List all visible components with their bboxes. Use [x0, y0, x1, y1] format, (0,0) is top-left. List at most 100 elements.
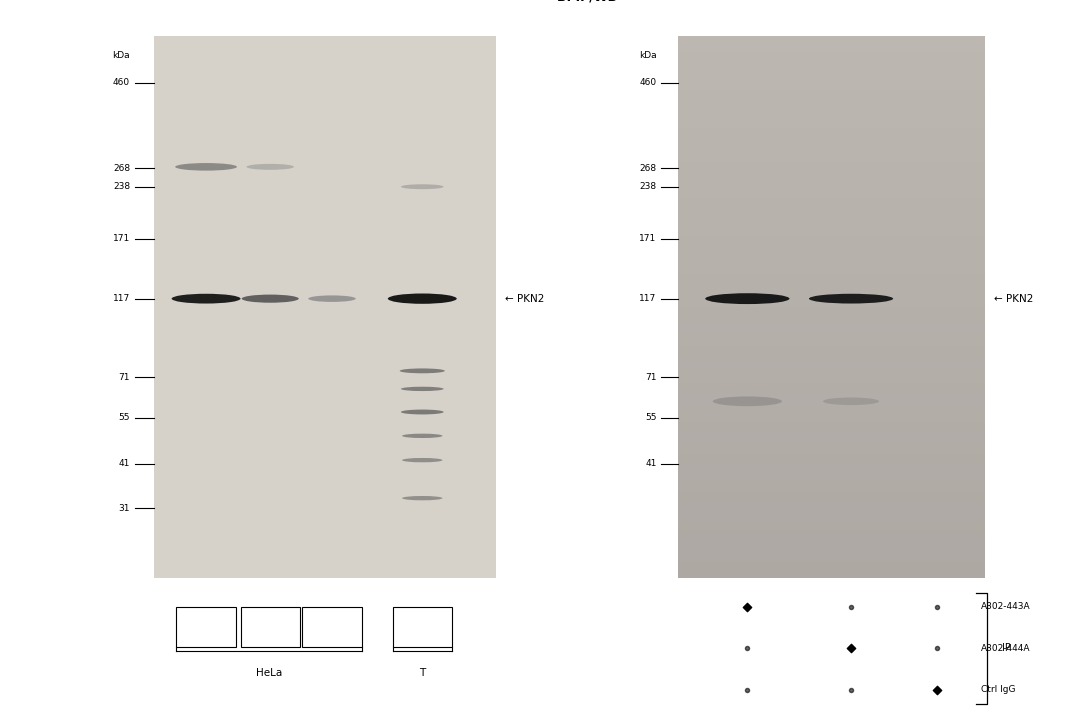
Text: A302-444A: A302-444A: [981, 644, 1030, 653]
Ellipse shape: [242, 295, 299, 303]
Text: 171: 171: [112, 234, 130, 243]
Bar: [678, 453, 985, 459]
Text: B. IP/WB: B. IP/WB: [557, 0, 618, 3]
Bar: [678, 165, 985, 171]
Text: 460: 460: [639, 79, 657, 87]
Text: kDa: kDa: [112, 51, 130, 60]
Ellipse shape: [705, 293, 789, 304]
Bar: [678, 208, 985, 215]
Text: 55: 55: [119, 413, 130, 422]
Bar: [678, 116, 985, 123]
Bar: [678, 420, 985, 426]
Bar: [678, 290, 985, 296]
Text: 55: 55: [645, 413, 657, 422]
Ellipse shape: [400, 368, 445, 373]
Bar: [678, 333, 985, 340]
Bar: [678, 176, 985, 182]
Bar: [678, 480, 985, 486]
Bar: [678, 403, 985, 410]
Bar: [678, 507, 985, 513]
Bar: [678, 496, 985, 503]
Bar: [678, 317, 985, 323]
Bar: [678, 121, 985, 128]
Text: T: T: [419, 668, 426, 678]
Ellipse shape: [401, 387, 444, 391]
Bar: [678, 132, 985, 139]
Bar: [678, 154, 985, 161]
Bar: [393, 607, 453, 647]
Bar: [678, 186, 985, 193]
Bar: [678, 127, 985, 134]
Bar: [678, 278, 985, 286]
Bar: [678, 322, 985, 328]
Text: 238: 238: [639, 182, 657, 191]
Bar: [678, 46, 985, 52]
Bar: [678, 355, 985, 361]
Text: 117: 117: [639, 294, 657, 303]
Bar: [678, 181, 985, 188]
Bar: [678, 409, 985, 416]
Bar: [678, 441, 985, 448]
Bar: [678, 349, 985, 356]
Bar: [678, 56, 985, 63]
Text: 71: 71: [119, 373, 130, 382]
Bar: [678, 468, 985, 476]
Bar: [678, 301, 985, 307]
Bar: [678, 550, 985, 557]
Bar: [678, 328, 985, 334]
Text: 31: 31: [119, 503, 130, 513]
Ellipse shape: [246, 164, 294, 170]
Bar: [678, 51, 985, 57]
Bar: [678, 203, 985, 209]
Ellipse shape: [175, 163, 237, 171]
Bar: [678, 241, 985, 247]
Bar: [678, 273, 985, 280]
Bar: [678, 263, 985, 269]
Bar: [678, 512, 985, 518]
Bar: [678, 426, 985, 432]
Text: A. WB: A. WB: [40, 0, 82, 3]
Bar: [678, 338, 985, 345]
Bar: [678, 555, 985, 562]
Bar: [678, 414, 985, 421]
Text: kDa: kDa: [639, 51, 657, 60]
Bar: [678, 545, 985, 551]
Text: 41: 41: [645, 459, 657, 468]
Bar: [678, 246, 985, 253]
Bar: [678, 61, 985, 69]
Text: 268: 268: [639, 164, 657, 173]
Bar: [302, 607, 362, 647]
Bar: [678, 539, 985, 545]
Bar: [241, 607, 300, 647]
Bar: [678, 40, 985, 46]
Bar: [678, 284, 985, 291]
Ellipse shape: [402, 433, 443, 438]
Ellipse shape: [308, 296, 355, 302]
Text: IP: IP: [1002, 643, 1011, 653]
Text: 50: 50: [200, 622, 213, 632]
Bar: [678, 436, 985, 443]
Bar: [678, 534, 985, 540]
Text: 5: 5: [328, 622, 335, 632]
Bar: [678, 197, 985, 204]
Bar: [678, 230, 985, 236]
Ellipse shape: [809, 293, 893, 303]
Bar: [678, 78, 985, 84]
Bar: [678, 561, 985, 568]
Bar: [678, 366, 985, 372]
Bar: [678, 100, 985, 106]
Ellipse shape: [401, 410, 444, 414]
Bar: [678, 138, 985, 144]
Bar: [678, 376, 985, 383]
Text: Ctrl IgG: Ctrl IgG: [981, 685, 1015, 694]
Bar: [678, 387, 985, 394]
Bar: [678, 360, 985, 367]
Text: HeLa: HeLa: [256, 668, 282, 678]
Ellipse shape: [402, 496, 443, 501]
Ellipse shape: [823, 398, 879, 405]
Bar: [678, 463, 985, 470]
Bar: [678, 257, 985, 263]
Bar: [678, 382, 985, 388]
Bar: [678, 458, 985, 464]
Bar: [678, 306, 985, 313]
